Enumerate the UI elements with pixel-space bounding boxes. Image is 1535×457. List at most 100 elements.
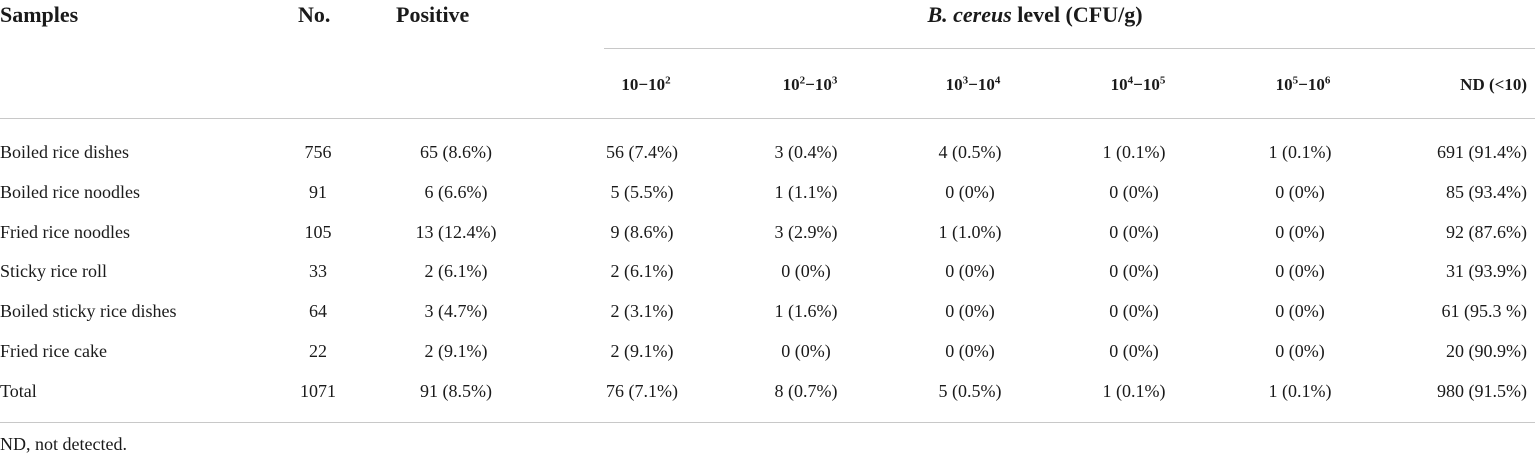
table-cell: 20 (90.9%) (1446, 341, 1527, 361)
level-exponent: 3 (962, 74, 969, 87)
table-cell: 1071 (300, 381, 336, 401)
level-exponent: 5 (1159, 74, 1166, 87)
table-cell: 64 (309, 301, 327, 321)
table-cell: 91 (309, 182, 327, 202)
header-bottom-rule (0, 118, 1535, 119)
level-header: 10−102 (621, 75, 670, 95)
table-cell: 0 (0%) (1275, 182, 1325, 202)
table-cell: 4 (0.5%) (938, 142, 1002, 162)
level-text: − (638, 75, 649, 94)
table-cell: 61 (95.3 %) (1441, 301, 1527, 321)
table-cell: 0 (0%) (1109, 341, 1159, 361)
table-cell: 1 (0.1%) (1102, 381, 1166, 401)
spanner-rule (604, 48, 1535, 49)
level-exponent: 5 (1292, 74, 1299, 87)
header-no: No. (298, 2, 331, 27)
table-cell: 76 (7.1%) (606, 381, 678, 401)
level-exponent: 4 (994, 74, 1001, 87)
header-bcereus-level: B. cereus level (CFU/g) (927, 2, 1142, 28)
level-text: − (805, 75, 815, 94)
row-label: Boiled rice noodles (0, 182, 140, 202)
table-cell: 85 (93.4%) (1446, 182, 1527, 202)
level-text: 10 (648, 75, 666, 94)
table-cell: 92 (87.6%) (1446, 222, 1527, 242)
table-cell: 691 (91.4%) (1437, 142, 1527, 162)
table-cell: 0 (0%) (945, 182, 995, 202)
table-cell: 2 (6.1%) (610, 261, 674, 281)
table-cell: 3 (4.7%) (424, 301, 488, 321)
table-cell: 5 (0.5%) (938, 381, 1002, 401)
level-header: 105−106 (1276, 75, 1331, 95)
table-bottom-rule (0, 422, 1535, 423)
level-header: ND (<10) (1460, 75, 1527, 95)
table-cell: 105 (304, 222, 332, 242)
table-cell: 65 (8.6%) (420, 142, 492, 162)
header-level-unit: level (CFU/g) (1011, 2, 1143, 27)
row-label: Total (0, 381, 37, 401)
level-text: 10 (782, 75, 800, 94)
level-exponent: 2 (799, 74, 806, 87)
table-cell: 33 (309, 261, 327, 281)
table-cell: 1 (0.1%) (1268, 142, 1332, 162)
level-header: 102−103 (783, 75, 838, 95)
table-cell: 2 (9.1%) (424, 341, 488, 361)
row-label: Fried rice noodles (0, 222, 130, 242)
table-cell: 2 (9.1%) (610, 341, 674, 361)
level-exponent: 3 (831, 74, 838, 87)
row-label: Boiled sticky rice dishes (0, 301, 177, 321)
level-header: 104−105 (1111, 75, 1166, 95)
level-text: − (1133, 75, 1143, 94)
level-text: 10 (1142, 75, 1160, 94)
table-cell: 980 (91.5%) (1437, 381, 1527, 401)
table-cell: 1 (1.1%) (774, 182, 838, 202)
level-text: 10 (977, 75, 995, 94)
table-cell: 1 (0.1%) (1102, 142, 1166, 162)
table-cell: 1 (1.6%) (774, 301, 838, 321)
row-label: Fried rice cake (0, 341, 107, 361)
table-cell: 0 (0%) (781, 341, 831, 361)
level-text: ND (<10) (1460, 75, 1527, 94)
level-text: − (1298, 75, 1308, 94)
level-text: 10 (945, 75, 963, 94)
table-cell: 3 (2.9%) (774, 222, 838, 242)
table-cell: 6 (6.6%) (424, 182, 488, 202)
table-cell: 0 (0%) (945, 261, 995, 281)
level-exponent: 6 (1324, 74, 1331, 87)
table-cell: 0 (0%) (781, 261, 831, 281)
header-positive: Positive (396, 2, 470, 27)
table-cell: 2 (3.1%) (610, 301, 674, 321)
row-label: Boiled rice dishes (0, 142, 129, 162)
table-cell: 1 (1.0%) (938, 222, 1002, 242)
table-cell: 56 (7.4%) (606, 142, 678, 162)
level-text: − (968, 75, 978, 94)
table-cell: 3 (0.4%) (774, 142, 838, 162)
level-text: 10 (1307, 75, 1325, 94)
level-text: 10 (1275, 75, 1293, 94)
table-cell: 5 (5.5%) (610, 182, 674, 202)
table-cell: 0 (0%) (1275, 222, 1325, 242)
header-samples: Samples (0, 2, 79, 27)
table-cell: 22 (309, 341, 327, 361)
table-cell: 0 (0%) (1275, 341, 1325, 361)
table-cell: 13 (12.4%) (415, 222, 497, 242)
table-cell: 8 (0.7%) (774, 381, 838, 401)
level-text: 10 (621, 75, 639, 94)
table-cell: 0 (0%) (1109, 261, 1159, 281)
table-cell: 756 (304, 142, 332, 162)
level-exponent: 2 (665, 74, 671, 87)
table-cell: 0 (0%) (1109, 222, 1159, 242)
table-cell: 2 (6.1%) (424, 261, 488, 281)
footnote: ND, not detected. (0, 434, 127, 454)
level-header: 103−104 (946, 75, 1001, 95)
table-cell: 0 (0%) (1275, 261, 1325, 281)
table-cell: 1 (0.1%) (1268, 381, 1332, 401)
row-label: Sticky rice roll (0, 261, 107, 281)
table-cell: 0 (0%) (1109, 301, 1159, 321)
table-cell: 9 (8.6%) (610, 222, 674, 242)
table-cell: 31 (93.9%) (1446, 261, 1527, 281)
level-exponent: 4 (1127, 74, 1134, 87)
header-bcereus-italic: B. cereus (927, 2, 1012, 27)
table-cell: 91 (8.5%) (420, 381, 492, 401)
table-cell: 0 (0%) (1109, 182, 1159, 202)
level-text: 10 (1110, 75, 1128, 94)
